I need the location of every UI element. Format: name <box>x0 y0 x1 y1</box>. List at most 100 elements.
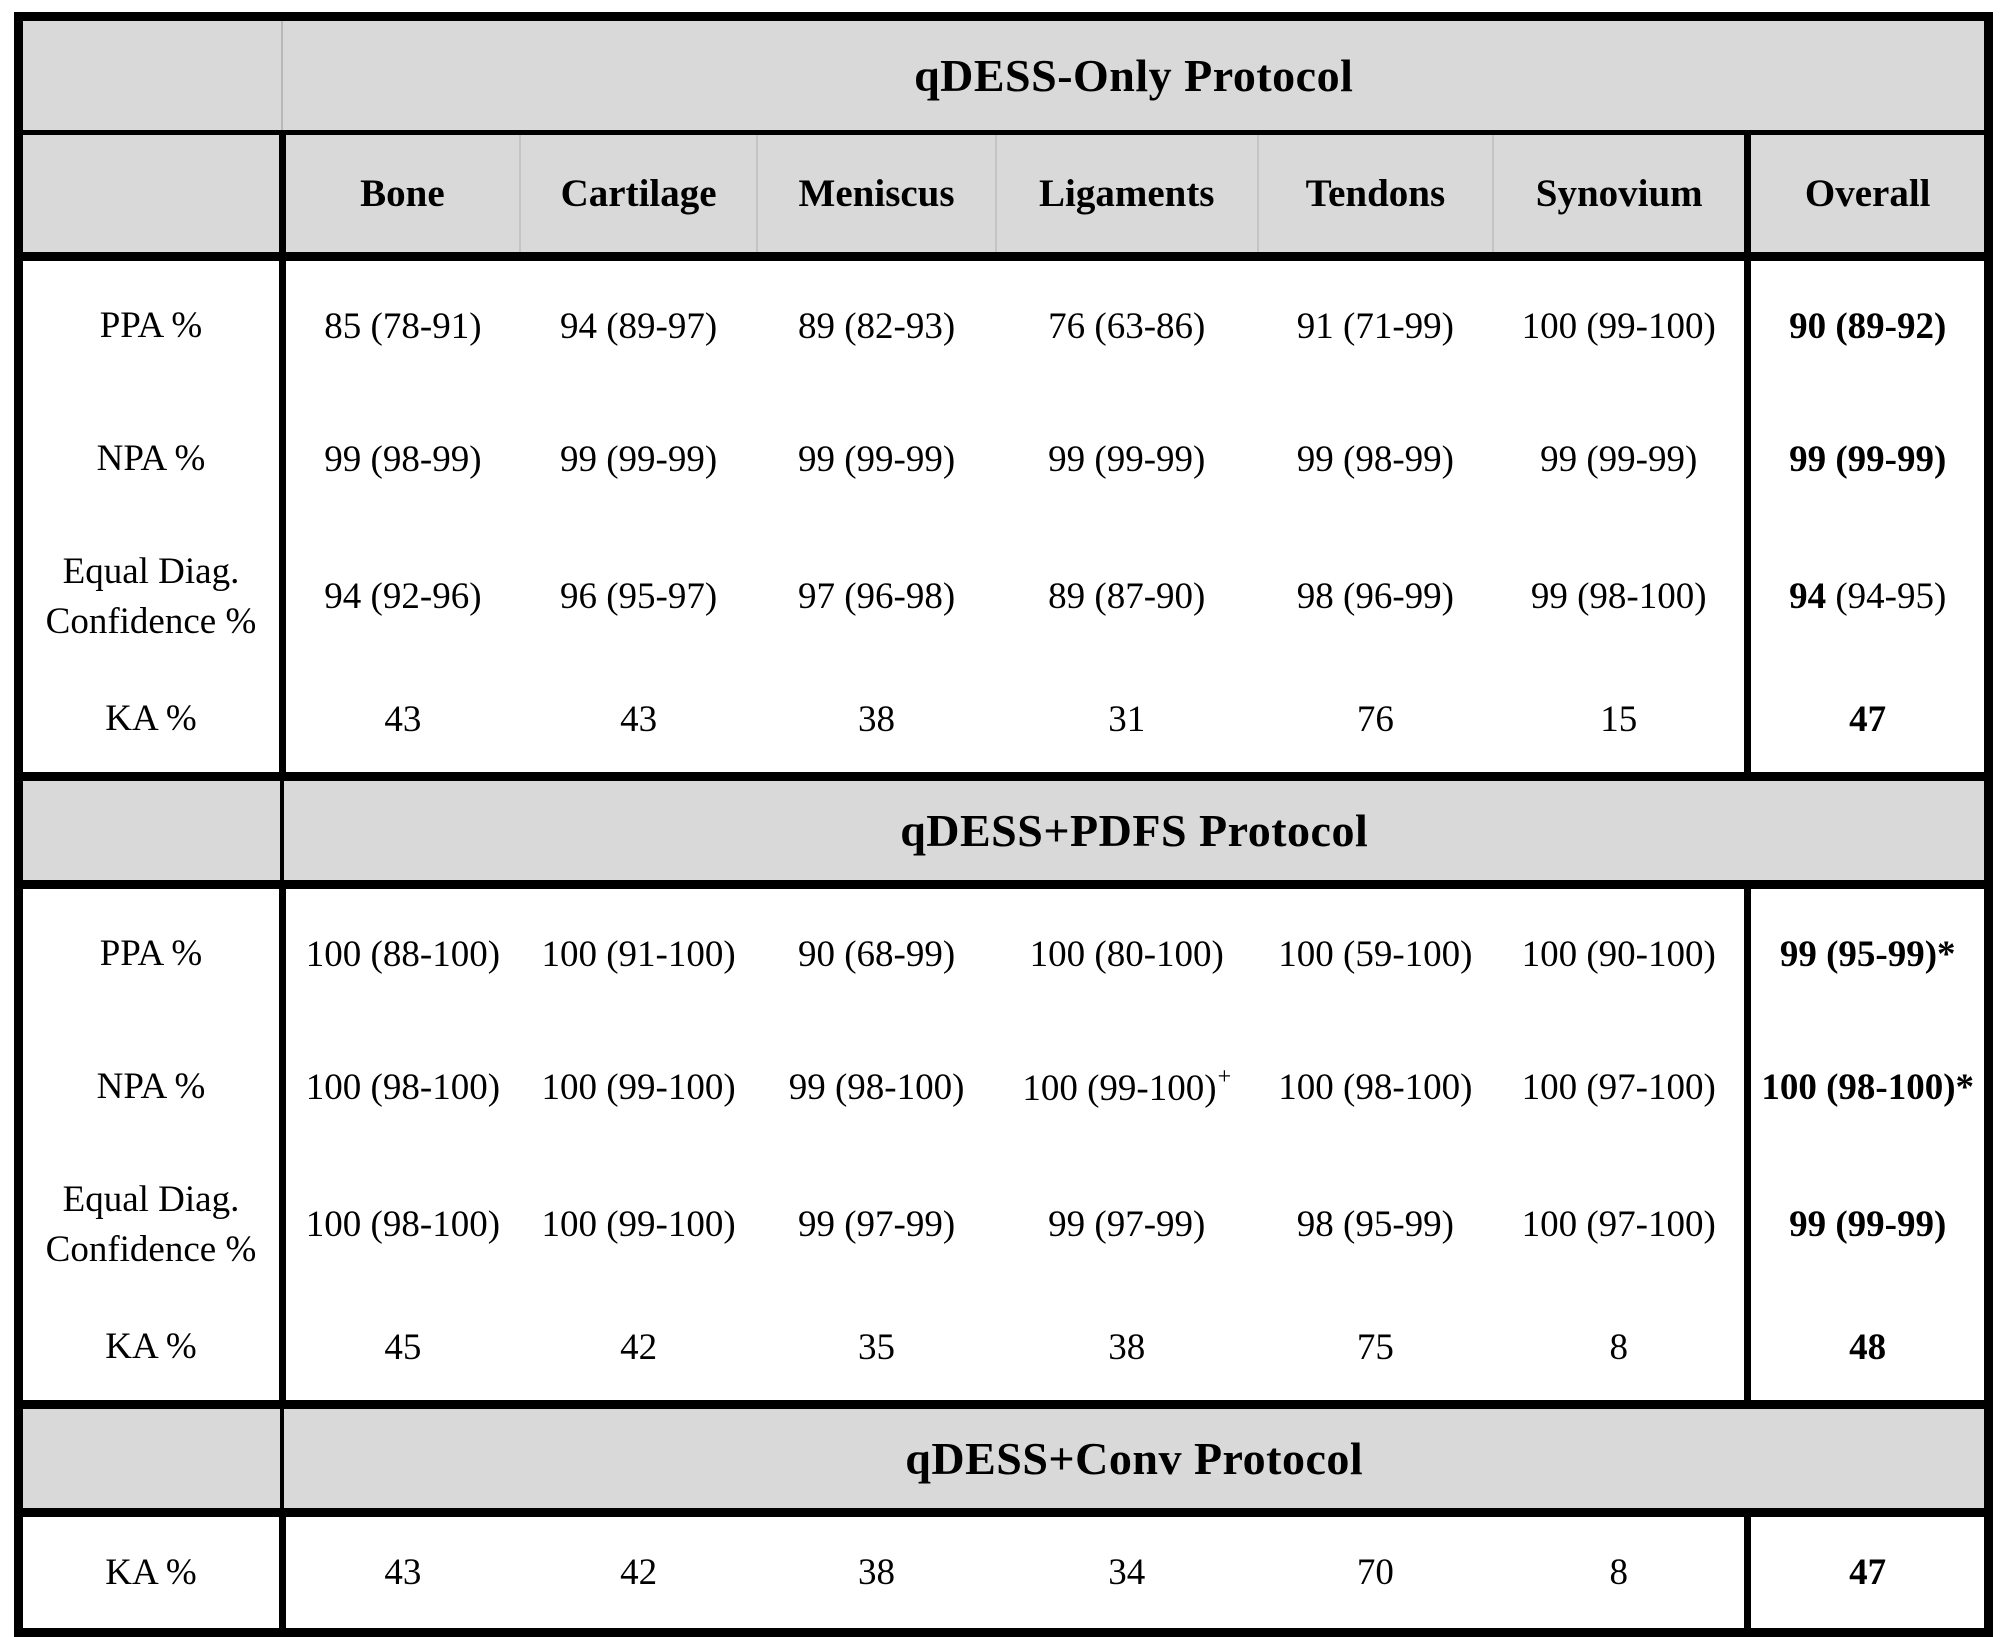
table-row-equal-diag-confidence: Equal Diag. Confidence % 100 (98-100) 100 (… <box>18 1154 1989 1295</box>
overall-value-bold: 99 (99-99) <box>1789 1204 1947 1245</box>
row-label: NPA % <box>18 1019 286 1155</box>
data-cell: 99 (97-99) <box>797 1204 956 1245</box>
data-cell: 100 (90-100) <box>1521 933 1716 975</box>
data-cell: 15 <box>1493 666 1748 781</box>
row-label-line: Equal Diag. <box>62 550 240 592</box>
table-row-ppa: PPA % 85 (78-91) 94 (89-97) 89 (82-93) 76 (6… <box>18 256 1989 392</box>
column-header-bone: Bone <box>282 132 520 261</box>
data-cell: 31 <box>995 666 1258 781</box>
row-label: PPA % <box>18 256 286 392</box>
data-cell: 94 (89-97) <box>559 305 718 347</box>
data-cell: 43 <box>282 666 520 781</box>
table-row-ka: KA % 45 42 35 38 75 8 48 <box>18 1294 1989 1409</box>
data-cell: 90 (68-99) <box>797 933 956 975</box>
row-label: Equal Diag. Confidence % <box>18 1154 286 1295</box>
column-header-ligaments: Ligaments <box>994 132 1258 261</box>
overall-value-bold: 99 (99-99) <box>1789 438 1947 480</box>
data-cell: 35 <box>757 1294 996 1409</box>
data-cell: 100 (99-100) <box>1521 305 1716 347</box>
data-cell: 85 (78-91) <box>324 305 482 347</box>
data-cell: 42 <box>519 1294 758 1409</box>
section-band-corner <box>18 1400 285 1517</box>
results-table: qDESS-Only Protocol Bone Cartilage Meniscus… <box>14 12 1993 1637</box>
overall-value-ci: (94-95) <box>1826 576 1947 617</box>
results-table-body: qDESS-Only Protocol Bone Cartilage Meniscus… <box>18 16 1989 1633</box>
overall-value-bold: 100 (98-100)* <box>1761 1066 1975 1108</box>
data-cell: 100 (97-100) <box>1521 1066 1716 1108</box>
data-cell: 91 (71-99) <box>1296 305 1454 347</box>
data-cell: 8 <box>1609 1552 1628 1593</box>
data-cell: 98 (96-99) <box>1296 576 1454 617</box>
overall-cell: 99 (99-99) <box>1744 1154 1989 1295</box>
data-cell: 99 (98-100) <box>1530 576 1707 617</box>
data-cell: 100 (99-100) <box>541 1066 736 1108</box>
data-cell: 38 <box>757 666 996 781</box>
data-cell: 99 (99-99) <box>1048 438 1206 480</box>
column-header-tendons: Tendons <box>1256 132 1494 261</box>
row-label: Equal Diag. Confidence % <box>18 526 286 667</box>
data-cell: 99 (99-99) <box>559 438 718 480</box>
data-cell: 38 <box>995 1294 1258 1409</box>
data-cell: 76 <box>1257 666 1494 781</box>
row-label-line: Confidence % <box>45 600 257 642</box>
column-header-cartilage: Cartilage <box>518 132 758 261</box>
section-band-qdess-conv-protocol: qDESS+Conv Protocol <box>18 1400 1989 1517</box>
table-row-equal-diag-confidence: Equal Diag. Confidence % 94 (92-96) 96 (95-… <box>18 526 1989 667</box>
column-header-meniscus: Meniscus <box>756 132 996 261</box>
cell-text: 100 (99-100) <box>1022 1068 1217 1109</box>
overall-cell: 47 <box>1744 666 1989 781</box>
data-cell: 45 <box>282 1294 520 1409</box>
table-row-npa: NPA % 99 (98-99) 99 (99-99) 99 (99-99) 99 (9… <box>18 391 1989 527</box>
data-cell: 100 (98-100) <box>1278 1066 1473 1108</box>
overall-cell: 48 <box>1744 1294 1989 1409</box>
overall-value-bold: 94 <box>1789 576 1827 617</box>
section-title: qDESS+PDFS Protocol <box>282 772 1989 889</box>
overall-value-bold: 47 <box>1849 698 1887 740</box>
overall-cell: 94 (94-95) <box>1744 526 1989 667</box>
data-cell: 70 <box>1356 1552 1394 1593</box>
data-cell: 8 <box>1493 1294 1748 1409</box>
column-header-overall: Overall <box>1744 132 1989 261</box>
table-row-ka: KA % 43 42 38 34 70 8 47 <box>18 1512 1989 1633</box>
data-cell: 99 (98-99) <box>1296 438 1454 480</box>
data-cell: 100 (88-100) <box>305 933 501 975</box>
column-header-corner <box>18 132 286 261</box>
row-label: PPA % <box>18 884 286 1020</box>
data-cell: 96 (95-97) <box>559 576 718 617</box>
table-row-ppa: PPA % 100 (88-100) 100 (91-100) 90 (68-99) 1… <box>18 884 1989 1020</box>
data-cell: 43 <box>519 666 758 781</box>
row-label: KA % <box>18 666 286 781</box>
data-cell: 89 (82-93) <box>797 305 956 347</box>
row-label-line: Equal Diag. <box>62 1178 240 1220</box>
data-cell: 99 (98-99) <box>324 438 482 480</box>
overall-value-bold: 48 <box>1849 1326 1887 1368</box>
data-cell: 100 (98-100) <box>305 1066 501 1108</box>
section-band-corner <box>18 772 285 889</box>
overall-cell: 90 (89-92) <box>1744 256 1989 392</box>
data-cell: 100 (91-100) <box>541 933 736 975</box>
data-cell: 100 (97-100) <box>1521 1204 1716 1245</box>
table-row-ka: KA % 43 43 38 31 76 15 47 <box>18 666 1989 781</box>
section-band-qdess-pdfs-protocol: qDESS+PDFS Protocol <box>18 772 1989 889</box>
data-cell: 75 <box>1257 1294 1494 1409</box>
column-header-synovium: Synovium <box>1492 132 1748 261</box>
data-cell: 99 (98-100) <box>788 1066 965 1108</box>
overall-cell: 99 (99-99) <box>1744 391 1989 527</box>
row-label: NPA % <box>18 391 286 527</box>
overall-value-bold: 90 (89-92) <box>1789 305 1947 347</box>
section-title: qDESS+Conv Protocol <box>282 1400 1989 1517</box>
data-cell: 43 <box>384 1552 422 1593</box>
overall-value-bold: 99 (95-99)* <box>1779 933 1956 975</box>
overall-value-bold: 47 <box>1849 1552 1887 1593</box>
data-cell: 99 (97-99) <box>1048 1204 1206 1245</box>
column-header-row: Bone Cartilage Meniscus Ligaments Tendons Syn… <box>18 132 1989 261</box>
data-cell: 94 (92-96) <box>324 576 482 617</box>
overall-cell: 47 <box>1744 1512 1989 1633</box>
data-cell: 89 (87-90) <box>1048 576 1206 617</box>
table-row-npa: NPA % 100 (98-100) 100 (99-100) 99 (98-100)… <box>18 1019 1989 1155</box>
data-cell: 100 (99-100) <box>541 1204 736 1245</box>
data-cell: 98 (95-99) <box>1296 1204 1454 1245</box>
overall-cell: 99 (95-99)* <box>1744 884 1989 1020</box>
data-cell: 76 (63-86) <box>1048 305 1206 347</box>
